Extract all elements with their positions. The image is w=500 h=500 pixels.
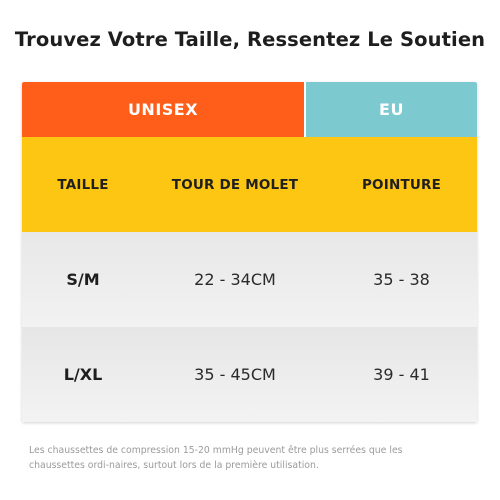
unisex-header: UNISEX xyxy=(22,82,304,137)
column-header-size: TAILLE xyxy=(57,176,109,193)
column-header-shoe: POINTURE xyxy=(361,176,442,193)
table-row: L/XL 35 - 45CM 39 - 41 xyxy=(22,327,477,422)
size-cell: S/M xyxy=(66,270,100,289)
shoe-cell: 35 - 38 xyxy=(373,270,430,289)
calf-cell: 22 - 34CM xyxy=(194,270,276,289)
size-cell: L/XL xyxy=(63,365,103,384)
column-header-calf: TOUR DE MOLET xyxy=(171,176,299,193)
column-header-row: TAILLE TOUR DE MOLET POINTURE xyxy=(22,137,477,232)
shoe-cell: 39 - 41 xyxy=(373,365,430,384)
calf-cell: 35 - 45CM xyxy=(194,365,276,384)
page-title: Trouvez Votre Taille, Ressentez Le Souti… xyxy=(14,28,486,51)
footnote: Les chaussettes de compression 15-20 mmH… xyxy=(29,445,403,471)
eu-header: EU xyxy=(306,82,477,137)
size-chart-table: UNISEX EU TAILLE TOUR DE MOLET POINTURE … xyxy=(22,82,477,422)
table-row: S/M 22 - 34CM 35 - 38 xyxy=(22,232,477,327)
